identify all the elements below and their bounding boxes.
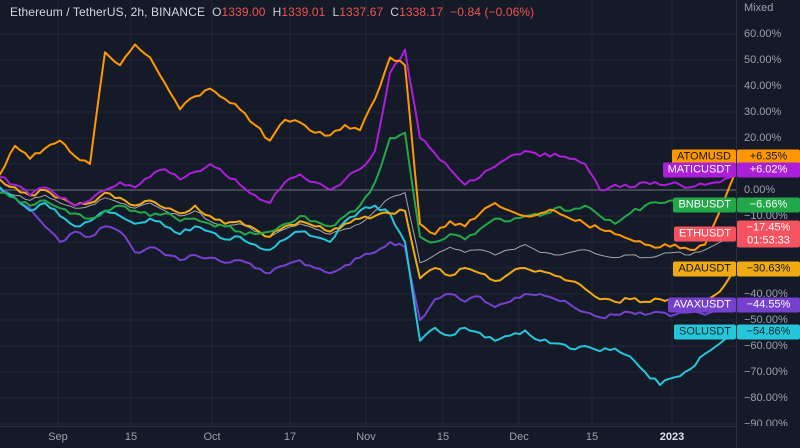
series-name-label-ethusdt[interactable]: ETHUSDT [674,226,736,242]
time-scale-panel[interactable]: Sep 15 Oct 17 Nov 15 Dec 15 2023 [0,426,800,448]
price-scale-tick: 60.00% [744,28,782,40]
price-scale-tick: 30.00% [744,106,782,118]
open-label: O [212,5,222,19]
symbol-title[interactable]: Ethereum / TetherUS, 2h, BINANCE [10,5,206,19]
price-scale-tick: 50.00% [744,54,782,66]
series-value-label-adausdt: −30.63% [737,261,800,277]
series-value-label-bnbusdt: −6.66% [737,197,800,213]
low-label: L [332,5,340,19]
close-label: C [390,5,400,19]
bar-countdown: 01:53:33 [747,234,790,247]
series-value-label-avaxusdt: −44.55% [737,297,800,313]
price-scale-tick: −60.00% [744,340,788,352]
price-scale-tick: −50.00% [744,314,788,326]
time-scale-tick: 15 [436,431,450,443]
high-value: 1339.01 [281,5,326,19]
series-name-label-atomusd[interactable]: ATOMUSD [672,149,736,165]
series-name-label-solusdt[interactable]: SOLUSDT [674,324,736,340]
open-value: 1339.00 [221,5,266,19]
time-scale-tick: Nov [356,431,376,443]
time-scale-tick: 15 [124,431,138,443]
time-scale-tick: 15 [585,431,599,443]
price-scale-tick: −80.00% [744,392,788,404]
time-scale-tick: 2023 [659,431,685,443]
price-scale-tick: −90.00% [744,418,788,426]
series-name-label-bnbusdt[interactable]: BNBUSDT [673,197,736,213]
high-label: H [272,5,282,19]
price-scale-tick: −10.00% [744,210,788,222]
scales-corner [736,426,800,448]
series-value-label-atomusd: +6.35% [737,149,800,165]
series-value-label-ethusdt: −17.45% 01:53:33 [737,220,800,248]
series-line-avaxusdt[interactable] [0,189,736,321]
series-value-label-maticusdt: +6.02% [737,162,800,178]
series-line-solusdt[interactable] [0,186,736,386]
low-value: 1337.67 [339,5,384,19]
time-scale-tick: Dec [509,431,529,443]
price-scale-tick: 20.00% [744,132,782,144]
series-line-adausdt[interactable] [0,178,736,304]
series-line-atomusd[interactable] [0,43,736,251]
series-line-bnbusdt[interactable] [0,131,736,244]
series-name-label-maticusdt[interactable]: MATICUSDT [662,162,736,178]
price-scale-tick: 40.00% [744,80,782,92]
series-name-label-adausdt[interactable]: ADAUSDT [673,261,736,277]
price-scale-panel[interactable]: 60.00%50.00%40.00%30.00%20.00%10.00%0.00… [736,0,800,426]
price-scale-tick: −40.00% [744,288,788,300]
time-scale-tick: Sep [48,431,68,443]
price-scale-tick: 0.00% [744,184,776,196]
time-scale-tick: 17 [283,431,297,443]
symbol-info-bar: Ethereum / TetherUS, 2h, BINANCE O1339.00… [10,5,534,19]
grid-lines [0,0,736,426]
series-name-label-avaxusdt[interactable]: AVAXUSDT [668,297,736,313]
time-scale-tick: Oct [203,431,221,443]
price-scale-mode[interactable]: Mixed [744,2,774,14]
price-scale-tick: −70.00% [744,366,788,378]
change-value: −0.84 (−0.06%) [450,5,535,19]
series-value-label-solusdt: −54.86% [737,324,800,340]
series-line-maticusdt[interactable] [0,48,736,207]
close-value: 1338.17 [399,5,444,19]
